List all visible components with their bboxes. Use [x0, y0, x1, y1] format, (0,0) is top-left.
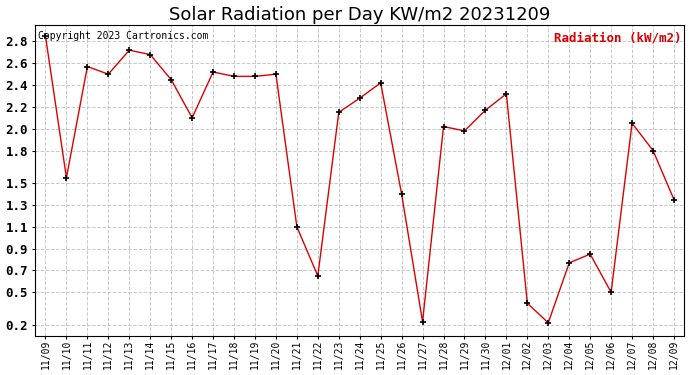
- Title: Solar Radiation per Day KW/m2 20231209: Solar Radiation per Day KW/m2 20231209: [169, 6, 551, 24]
- Text: Radiation (kW/m2): Radiation (kW/m2): [553, 32, 681, 44]
- Text: Copyright 2023 Cartronics.com: Copyright 2023 Cartronics.com: [38, 32, 208, 41]
